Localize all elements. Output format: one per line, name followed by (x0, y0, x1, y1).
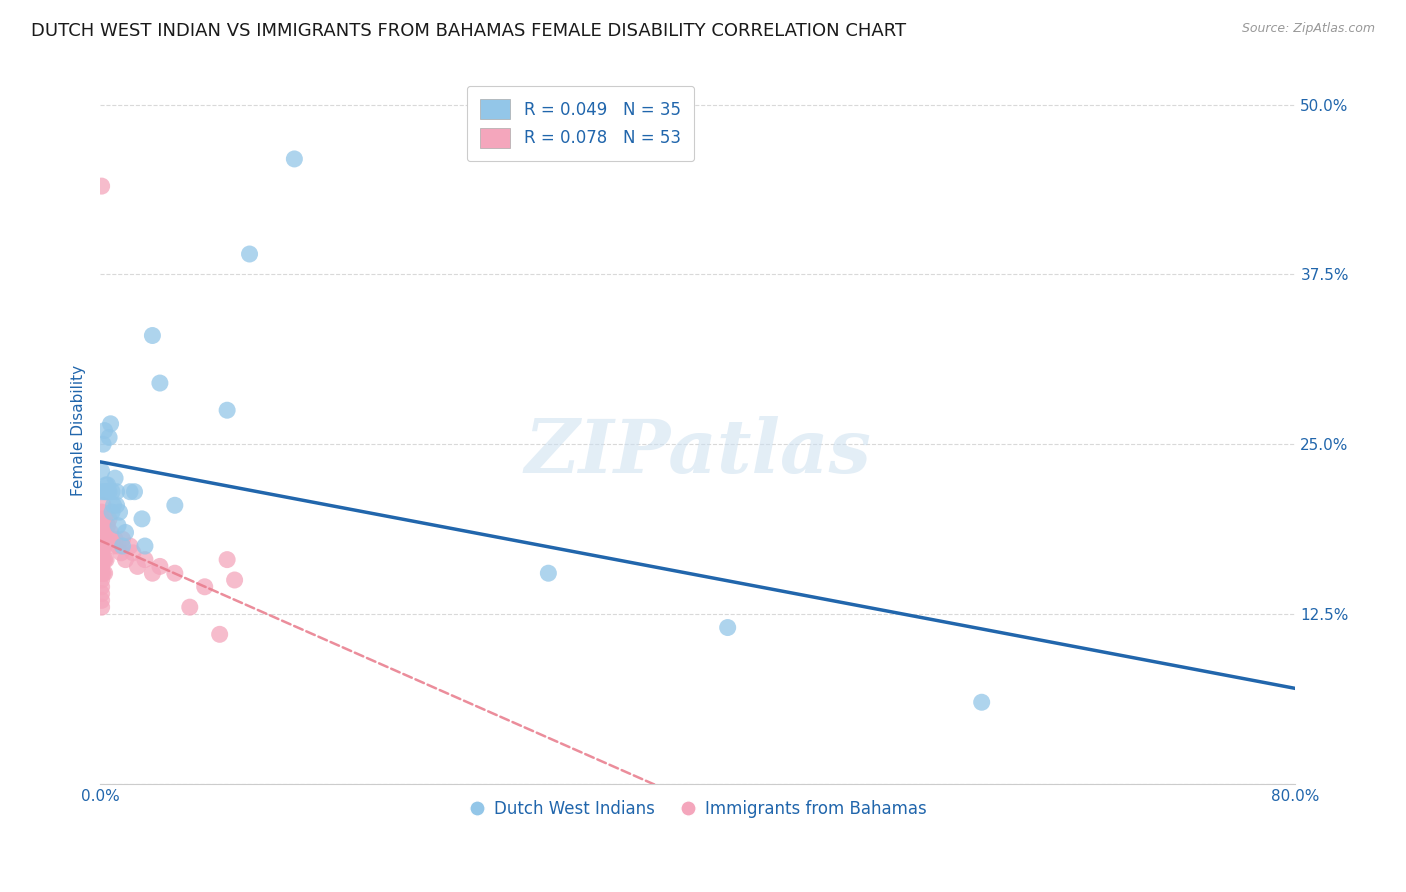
Text: Source: ZipAtlas.com: Source: ZipAtlas.com (1241, 22, 1375, 36)
Text: DUTCH WEST INDIAN VS IMMIGRANTS FROM BAHAMAS FEMALE DISABILITY CORRELATION CHART: DUTCH WEST INDIAN VS IMMIGRANTS FROM BAH… (31, 22, 905, 40)
Point (217, 403, 239, 417)
Point (91, 525, 114, 540)
Point (111, 539, 134, 553)
Point (141, 328, 163, 343)
Point (103, 498, 125, 512)
Point (111, 533, 134, 547)
Point (134, 539, 156, 553)
Point (90, 580, 112, 594)
Point (93, 539, 115, 553)
Point (90, 546, 112, 560)
Point (90, 586, 112, 600)
Point (127, 559, 149, 574)
Point (94, 552, 117, 566)
Point (90, 546, 112, 560)
Point (94, 484, 117, 499)
Point (100, 525, 122, 540)
Point (90, 505, 112, 519)
Legend: Dutch West Indians, Immigrants from Bahamas: Dutch West Indians, Immigrants from Baha… (463, 794, 934, 825)
Point (90, 600, 112, 615)
Point (149, 376, 172, 390)
Point (90, 533, 112, 547)
Point (101, 484, 124, 499)
Point (163, 566, 186, 581)
Point (100, 417, 122, 431)
Point (131, 512, 153, 526)
Point (108, 505, 131, 519)
Text: ZIPatlas: ZIPatlas (524, 416, 872, 488)
Point (90, 464, 112, 478)
Point (134, 552, 156, 566)
Point (124, 484, 146, 499)
Point (93, 552, 115, 566)
Point (122, 546, 145, 560)
Point (97, 518, 120, 533)
Point (90, 518, 112, 533)
Point (118, 484, 141, 499)
Point (93, 566, 115, 581)
Point (91, 539, 114, 553)
Point (90, 512, 112, 526)
Point (149, 559, 172, 574)
Point (110, 546, 132, 560)
Point (93, 484, 115, 499)
Point (141, 566, 163, 581)
Point (90, 484, 112, 499)
Point (101, 533, 124, 547)
Point (118, 539, 141, 553)
Point (93, 424, 115, 438)
Point (104, 533, 127, 547)
Point (94, 533, 117, 547)
Point (90, 552, 112, 566)
Point (101, 505, 124, 519)
Point (93, 512, 115, 526)
Point (94, 478, 117, 492)
Point (103, 539, 125, 553)
Point (98, 512, 121, 526)
Point (90, 566, 112, 581)
Point (224, 573, 246, 587)
Point (114, 525, 136, 540)
Point (91, 437, 114, 451)
Point (105, 484, 128, 499)
Point (217, 552, 239, 566)
Point (90, 559, 112, 574)
Point (90, 573, 112, 587)
Point (107, 539, 129, 553)
Point (208, 627, 231, 641)
Point (91, 552, 114, 566)
Point (90, 179, 112, 194)
Point (90, 566, 112, 581)
Point (91, 498, 114, 512)
Point (163, 498, 186, 512)
Point (179, 600, 201, 615)
Point (97, 484, 120, 499)
Point (98, 430, 121, 444)
Point (283, 152, 305, 166)
Point (194, 580, 217, 594)
Point (104, 471, 127, 485)
Point (97, 478, 120, 492)
Point (90, 539, 112, 553)
Point (970, 695, 993, 709)
Point (90, 559, 112, 574)
Point (90, 593, 112, 607)
Point (91, 566, 114, 581)
Point (90, 525, 112, 540)
Point (114, 552, 136, 566)
Y-axis label: Female Disability: Female Disability (72, 365, 86, 496)
Point (105, 498, 128, 512)
Point (90, 552, 112, 566)
Point (717, 621, 740, 635)
Point (107, 518, 129, 533)
Point (537, 566, 560, 581)
Point (238, 247, 260, 261)
Point (98, 484, 121, 499)
